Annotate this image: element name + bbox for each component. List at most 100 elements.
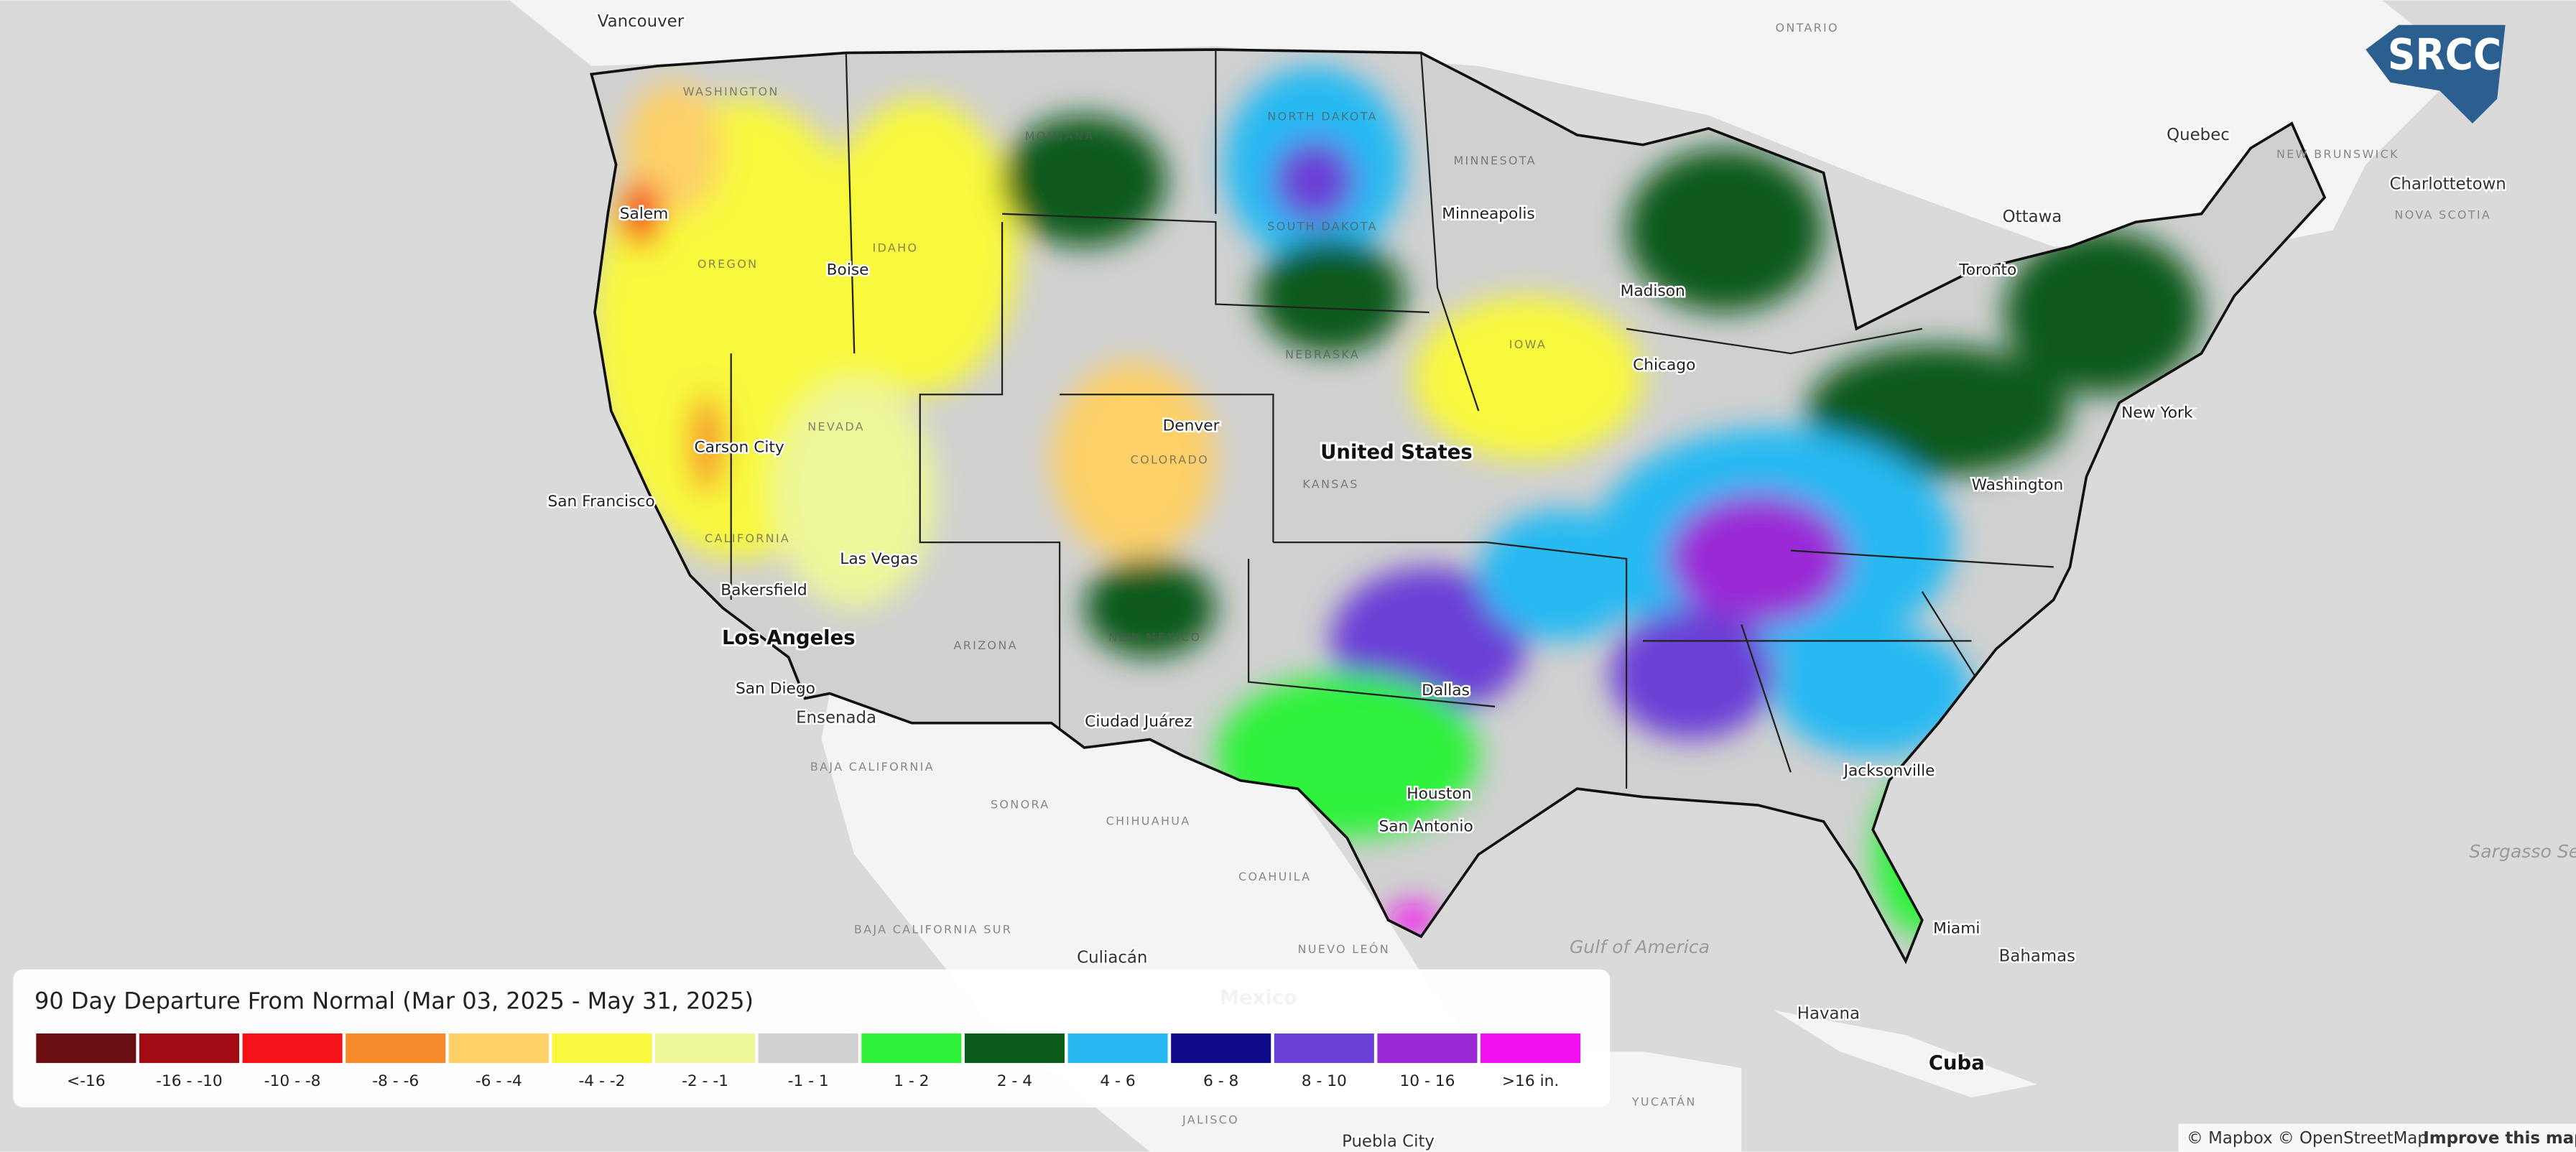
- legend-swatch: [1377, 1033, 1478, 1064]
- legend-swatch: [346, 1033, 446, 1064]
- legend-label: 8 - 10: [1302, 1072, 1347, 1090]
- legend-title: 90 Day Departure From Normal (Mar 03, 20…: [34, 988, 754, 1015]
- legend-label: 2 - 4: [997, 1072, 1032, 1090]
- legend-label: -16 - -10: [156, 1072, 223, 1090]
- place-label: Minneapolis: [1442, 205, 1534, 223]
- place-label: Los Angeles: [722, 627, 856, 649]
- legend-swatch: [861, 1033, 962, 1064]
- place-label: United States: [1320, 441, 1473, 463]
- place-label: New York: [2121, 404, 2193, 422]
- place-label: Washington: [1972, 476, 2064, 494]
- canada: [509, 0, 2465, 247]
- logo[interactable]: SRCC: [2366, 24, 2506, 124]
- legend-label: -6 - -4: [476, 1072, 522, 1090]
- legend-label: -2 - -1: [682, 1072, 728, 1090]
- place-label: CHIHUAHUA: [1106, 814, 1191, 827]
- place-label: Salem: [620, 205, 669, 223]
- attribution[interactable]: © Mapbox © OpenStreetMap: [2187, 1129, 2428, 1148]
- place-label: Culiacán: [1077, 949, 1147, 967]
- legend-swatch: [1274, 1033, 1374, 1064]
- legend-label: -1 - 1: [788, 1072, 829, 1090]
- place-label: YUCATÁN: [1631, 1095, 1697, 1109]
- place-label: Bahamas: [1999, 947, 2075, 965]
- legend-swatch: [1067, 1033, 1168, 1064]
- state-label: CALIFORNIA: [705, 531, 790, 545]
- legend-swatch: [36, 1033, 136, 1064]
- place-label: Ciudad Juárez: [1085, 712, 1192, 730]
- legend-label: -8 - -6: [372, 1072, 419, 1090]
- place-label: Puebla City: [1342, 1133, 1435, 1151]
- state-label: MONTANA: [1025, 129, 1095, 143]
- legend-label: >16 in.: [1502, 1072, 1559, 1090]
- state-label: IDAHO: [873, 241, 919, 254]
- place-label: Ensenada: [796, 709, 876, 728]
- legend-swatch: [448, 1033, 549, 1064]
- legend: 90 Day Departure From Normal (Mar 03, 20…: [13, 969, 1611, 1107]
- place-label: San Diego: [736, 680, 815, 698]
- state-label: MINNESOTA: [1453, 154, 1536, 167]
- legend-label: -4 - -2: [578, 1072, 625, 1090]
- place-label: Chicago: [1633, 356, 1695, 374]
- place-label: BAJA CALIFORNIA SUR: [854, 922, 1012, 936]
- place-label: San Antonio: [1379, 818, 1473, 836]
- state-label: NEVADA: [807, 420, 865, 434]
- place-label: Boise: [827, 261, 869, 279]
- place-label: Miami: [1933, 919, 1980, 937]
- legend-label: 1 - 2: [894, 1072, 929, 1090]
- place-label: Las Vegas: [840, 550, 918, 568]
- logo-text: SRCC: [2388, 30, 2501, 80]
- place-label: JALISCO: [1182, 1113, 1239, 1127]
- state-label: OREGON: [698, 257, 759, 271]
- legend-swatch: [242, 1033, 343, 1064]
- state-label: NORTH DAKOTA: [1267, 109, 1378, 123]
- state-label: IOWA: [1509, 338, 1547, 351]
- place-label: Dallas: [1422, 682, 1470, 700]
- state-label: KANSAS: [1302, 478, 1358, 491]
- state-label: WASHINGTON: [683, 85, 779, 98]
- legend-label: 4 - 6: [1100, 1072, 1135, 1090]
- place-label: Ottawa: [2003, 208, 2062, 226]
- place-label: NUEVO LEÓN: [1297, 942, 1390, 956]
- place-label: Jacksonville: [1843, 762, 1935, 780]
- place-label: San Francisco: [547, 493, 654, 511]
- legend-swatch: [139, 1033, 239, 1064]
- place-label: Quebec: [2167, 126, 2230, 144]
- place-label: Houston: [1407, 785, 1471, 803]
- legend-label: 6 - 8: [1203, 1072, 1238, 1090]
- legend-swatch: [964, 1033, 1065, 1064]
- place-label: Charlottetown: [2389, 175, 2506, 193]
- legend-swatch: [1481, 1033, 1581, 1064]
- cuba: [1774, 1010, 2037, 1098]
- place-label: Carson City: [695, 438, 784, 456]
- state-label: COLORADO: [1131, 452, 1209, 466]
- place-label: NEW BRUNSWICK: [2276, 147, 2399, 161]
- place-label: Cuba: [1929, 1052, 1985, 1074]
- place-label: Sargasso Sea: [2469, 841, 2576, 862]
- place-label: COAHUILA: [1238, 870, 1311, 883]
- place-label: Gulf of America: [1570, 937, 1710, 957]
- legend-swatch: [758, 1033, 858, 1064]
- place-label: BAJA CALIFORNIA: [810, 760, 935, 774]
- place-label: Madison: [1621, 282, 1685, 300]
- legend-label: 10 - 16: [1399, 1072, 1455, 1090]
- place-label: Havana: [1797, 1004, 1860, 1023]
- place-label: Toronto: [1958, 261, 2016, 279]
- improve-link[interactable]: Improve this map: [2423, 1129, 2576, 1148]
- state-label: NEW MEXICO: [1108, 630, 1201, 644]
- place-label: Bakersfield: [721, 581, 807, 599]
- place-label: Vancouver: [598, 12, 685, 31]
- legend-label: <-16: [67, 1072, 106, 1090]
- attribution-box: [2178, 1123, 2576, 1152]
- place-label: Denver: [1163, 417, 1220, 435]
- state-label: ARIZONA: [954, 638, 1018, 652]
- place-label: SONORA: [991, 798, 1050, 812]
- legend-label: -10 - -8: [264, 1072, 321, 1090]
- legend-swatch: [552, 1033, 652, 1064]
- state-label: NEBRASKA: [1285, 348, 1360, 361]
- precip-layer: [591, 50, 2325, 962]
- legend-swatch: [1171, 1033, 1271, 1064]
- legend-swatch: [655, 1033, 756, 1064]
- state-label: SOUTH DAKOTA: [1267, 220, 1377, 233]
- place-label: ONTARIO: [1775, 21, 1838, 34]
